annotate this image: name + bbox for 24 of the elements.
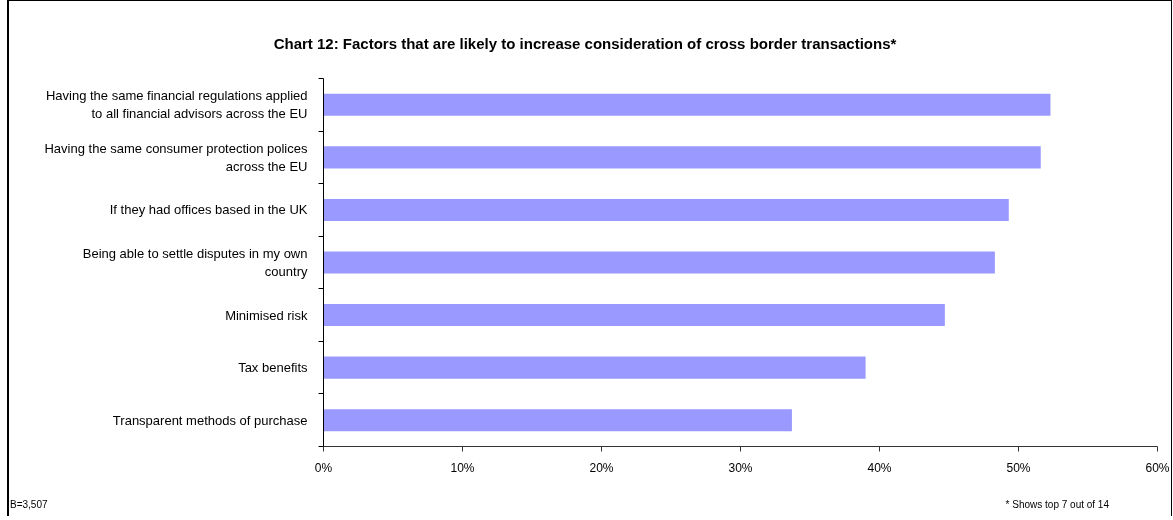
y-tick-label: Minimised risk bbox=[225, 307, 308, 323]
bar bbox=[323, 409, 792, 432]
x-tick-label: 0% bbox=[314, 460, 333, 475]
y-tick-label: Transparent methods of purchase bbox=[112, 412, 308, 428]
bar bbox=[323, 356, 866, 379]
x-tick-label: 30% bbox=[728, 460, 753, 475]
x-tick-label: 60% bbox=[1145, 460, 1170, 475]
text: B=3,507 bbox=[9, 498, 48, 512]
bar bbox=[323, 93, 1051, 116]
y-tick-label: Being able to settle disputes in my own country bbox=[82, 246, 308, 279]
x-tick-label: 20% bbox=[589, 460, 614, 475]
y-tick-label: Having the same consumer protection polices across the EU bbox=[44, 140, 308, 174]
y-tick-label: If they had offices based in the UK bbox=[109, 202, 308, 218]
bar bbox=[323, 304, 945, 327]
y-tick-label: Tax benefits bbox=[238, 360, 308, 376]
bar bbox=[323, 251, 995, 274]
bar bbox=[323, 198, 1009, 221]
x-tick-label: 10% bbox=[450, 460, 475, 475]
y-tick-label: Having the same financial regulations applied to all financial advisors across the EU bbox=[45, 88, 308, 122]
text: * Shows top 7 out of 14 bbox=[1005, 498, 1110, 512]
bar bbox=[323, 146, 1041, 169]
x-tick-label: 40% bbox=[867, 460, 892, 475]
x-tick-label: 50% bbox=[1006, 460, 1031, 475]
chart-title: Chart 12: Factors that are likely to increase consideration of cross border transactions* bbox=[272, 34, 898, 54]
